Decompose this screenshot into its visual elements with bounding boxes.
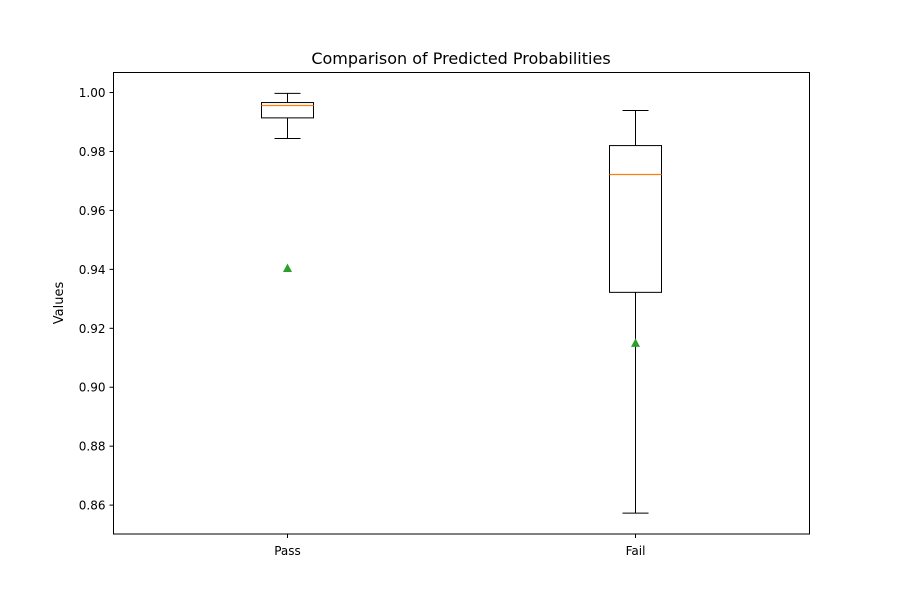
y-tick-label: 1.00 <box>79 86 106 100</box>
box-pass <box>261 102 314 119</box>
y-tick-label: 0.86 <box>79 499 106 513</box>
chart-title: Comparison of Predicted Probabilities <box>311 49 610 68</box>
y-tick-label: 0.92 <box>79 322 106 336</box>
x-tick-label: Fail <box>626 544 646 558</box>
y-tick-label: 0.88 <box>79 440 106 454</box>
plot-frame <box>113 72 810 535</box>
box-fail <box>609 145 662 293</box>
y-tick-label: 0.96 <box>79 204 106 218</box>
mean-marker <box>631 338 640 347</box>
y-tick-label: 0.90 <box>79 381 106 395</box>
y-tick-label: 0.94 <box>79 263 106 277</box>
mean-marker <box>283 263 292 272</box>
y-axis-label: Values <box>52 282 67 325</box>
x-tick-label: Pass <box>274 544 301 558</box>
y-tick-label: 0.98 <box>79 145 106 159</box>
